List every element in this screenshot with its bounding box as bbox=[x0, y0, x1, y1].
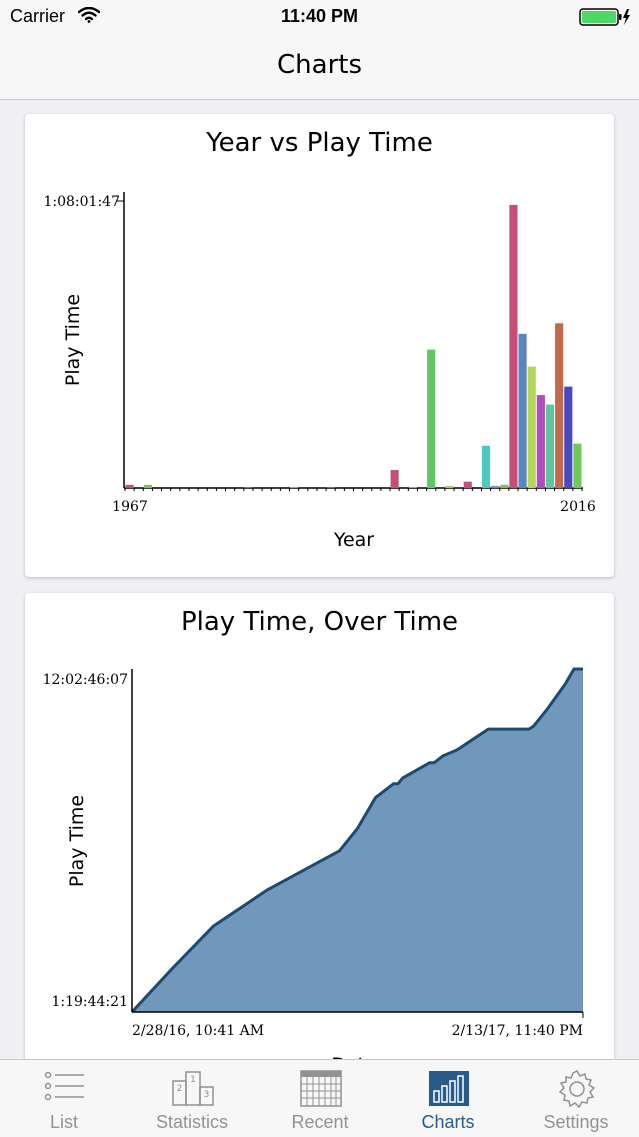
bar bbox=[509, 204, 518, 488]
bar-chart-icon bbox=[429, 1071, 469, 1106]
bar bbox=[244, 486, 253, 488]
bar bbox=[143, 484, 152, 488]
tab-label: Statistics bbox=[155, 1112, 229, 1132]
bar bbox=[527, 366, 536, 488]
calendar-icon bbox=[300, 1070, 342, 1107]
tab-label: Settings bbox=[543, 1112, 609, 1132]
y-tick-label: 12:02:46:07 bbox=[43, 672, 128, 688]
bar bbox=[408, 486, 417, 488]
bar bbox=[427, 349, 436, 488]
bar bbox=[481, 445, 491, 488]
bar bbox=[445, 485, 454, 488]
x-axis-ticks bbox=[124, 488, 583, 491]
area-fill bbox=[132, 669, 583, 1012]
podium-icon: 2 1 3 bbox=[172, 1071, 214, 1106]
year-play-time-chart: 1:08:01:47 1967 2016 Year Play Time bbox=[43, 192, 596, 551]
x-tick-label: 1967 bbox=[112, 499, 148, 515]
tab-charts[interactable]: Charts bbox=[384, 1060, 512, 1137]
bar bbox=[463, 481, 472, 488]
status-time: 11:40 PM bbox=[280, 6, 359, 26]
battery-charging-icon bbox=[579, 7, 631, 32]
bar bbox=[518, 333, 527, 488]
bar bbox=[555, 323, 564, 488]
x-tick-label: 2/13/17, 11:40 PM bbox=[452, 1023, 583, 1039]
svg-text:2: 2 bbox=[177, 1084, 183, 1094]
status-bar: Carrier 11:40 PM bbox=[0, 0, 639, 34]
list-icon bbox=[44, 1071, 84, 1101]
bar bbox=[491, 485, 500, 488]
chart-title: Year vs Play Time bbox=[206, 128, 433, 158]
bar bbox=[536, 395, 545, 488]
wifi-icon bbox=[77, 6, 101, 28]
y-axis-label: Play Time bbox=[62, 294, 84, 386]
tab-bar: List 2 1 3 Statistics Recent bbox=[0, 1059, 639, 1137]
tab-label: Recent bbox=[291, 1112, 349, 1132]
tab-label: Charts bbox=[421, 1112, 475, 1132]
bar bbox=[545, 404, 555, 488]
y-tick-label: 1:08:01:47 bbox=[43, 194, 120, 210]
y-tick-label: 1:19:44:21 bbox=[51, 994, 128, 1010]
x-tick-label: 2016 bbox=[560, 499, 596, 515]
play-time-over-time-chart-card: Play Time, Over Time 12:02:46:07 1:19:44… bbox=[25, 593, 614, 1076]
bar-series bbox=[125, 204, 582, 488]
bar bbox=[125, 484, 134, 488]
page-title: Charts bbox=[277, 50, 362, 80]
bar bbox=[564, 386, 573, 488]
tab-recent[interactable]: Recent bbox=[256, 1060, 384, 1137]
y-axis-label: Play Time bbox=[66, 795, 88, 887]
gear-icon bbox=[558, 1070, 596, 1109]
svg-text:3: 3 bbox=[204, 1090, 210, 1100]
bar bbox=[390, 470, 399, 488]
bar bbox=[326, 486, 335, 488]
navigation-bar: Charts bbox=[0, 34, 639, 100]
x-axis-label: Year bbox=[333, 529, 374, 551]
svg-text:1: 1 bbox=[190, 1075, 196, 1085]
tab-list[interactable]: List bbox=[0, 1060, 128, 1137]
bar bbox=[573, 443, 582, 488]
bar bbox=[500, 484, 509, 488]
year-play-time-chart-card: Year vs Play Time 1:08:01:47 1967 2016 Y… bbox=[25, 114, 614, 577]
carrier-label: Carrier bbox=[10, 6, 66, 26]
x-tick-label: 2/28/16, 10:41 AM bbox=[132, 1023, 264, 1039]
tab-label: List bbox=[49, 1112, 78, 1132]
tab-statistics[interactable]: 2 1 3 Statistics bbox=[128, 1060, 256, 1137]
play-time-over-time-chart: 12:02:46:07 1:19:44:21 2/28/16, 10:41 AM… bbox=[43, 667, 584, 1076]
bar bbox=[290, 486, 299, 488]
tab-settings[interactable]: Settings bbox=[512, 1060, 639, 1137]
chart-title: Play Time, Over Time bbox=[180, 607, 459, 637]
series-line bbox=[130, 667, 583, 1014]
